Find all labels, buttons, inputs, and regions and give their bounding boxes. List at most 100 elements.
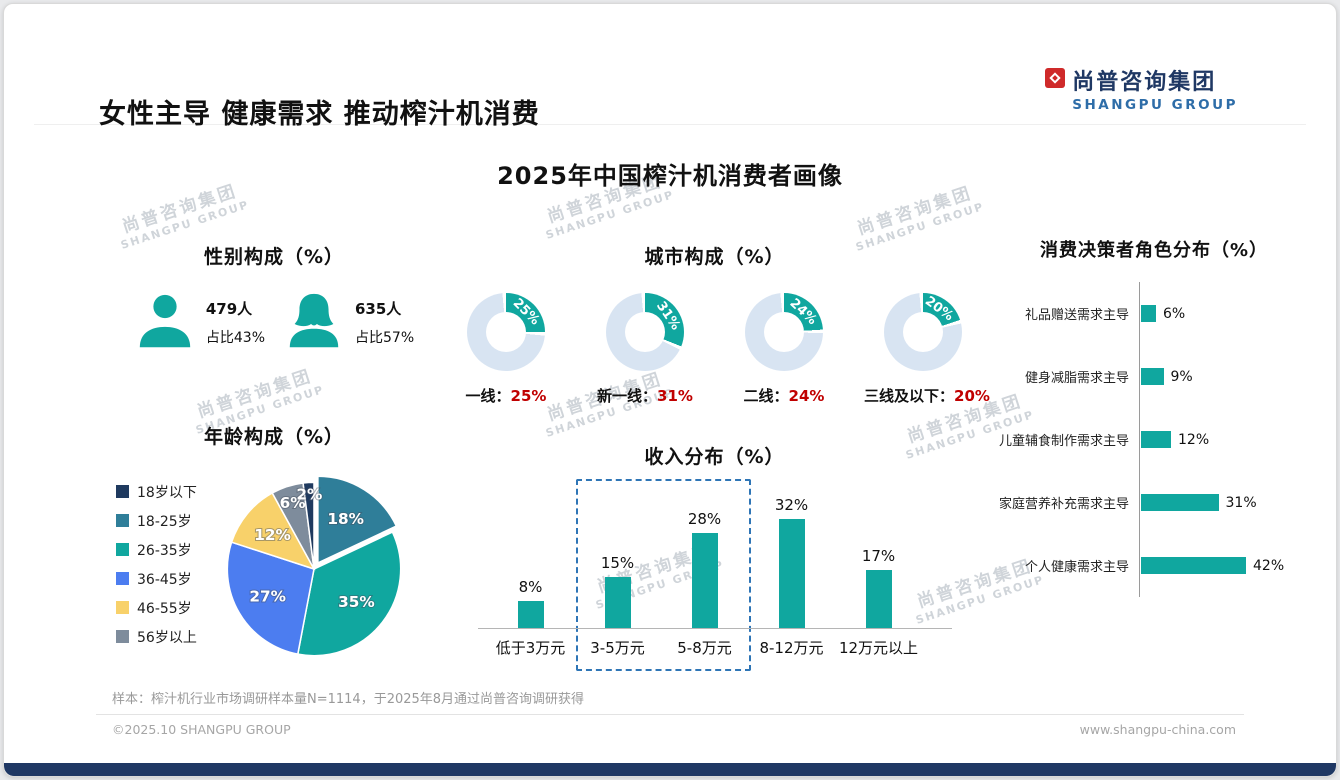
donut-caption-name: 二线：: [743, 387, 789, 405]
income-bar-value: 28%: [687, 510, 722, 528]
decision-bar-row: 6%: [1140, 282, 1284, 345]
income-section: 收入分布（%） 8% 15% 28% 32% 17% 低于3万元 3-5万元 5…: [452, 442, 977, 688]
income-bar-column: 8%: [487, 578, 574, 628]
age-legend: 18岁以下 18-25岁 26-35岁 36-45岁 46-55岁 56岁以上: [116, 482, 197, 656]
pie-slice-label: 6%: [280, 494, 306, 512]
legend-label: 18-25岁: [137, 513, 192, 530]
city-donut-newtier1: 31% 新一线：31%: [586, 293, 704, 406]
decision-labels: 礼品赠送需求主导 健身减脂需求主导 儿童辅食制作需求主导 家庭营养补充需求主导 …: [989, 282, 1139, 597]
sample-footnote: 样本：榨汁机行业市场调研样本量N=1114，于2025年8月通过尚普咨询调研获得: [112, 692, 585, 707]
header-divider: [34, 124, 1306, 125]
income-x-label: 5-8万元: [677, 639, 732, 657]
decision-bar-row: 31%: [1140, 471, 1284, 534]
pie-slice-label: 27%: [249, 587, 286, 605]
legend-swatch: [116, 572, 129, 585]
decision-bar-label: 个人健康需求主导: [1024, 560, 1129, 575]
income-chart: 8% 15% 28% 32% 17% 低于3万元 3-5万元 5-8万元 8-1…: [452, 473, 977, 688]
donut-hole: [903, 312, 943, 352]
decision-bar-value: 12%: [1178, 431, 1210, 448]
female-share: 占比57%: [355, 329, 415, 346]
gender-female-block: 635人 占比57%: [283, 291, 414, 353]
company-logo: 尚普咨询集团 SHANGPU GROUP: [1045, 64, 1238, 113]
male-person-icon: [134, 291, 196, 353]
pie-slice: [302, 481, 315, 570]
income-bar-value: 8%: [518, 578, 543, 596]
legend-item: 36-45岁: [116, 569, 197, 588]
watermark-en: SHANGPU GROUP: [544, 187, 677, 242]
donut-caption-name: 一线：: [465, 387, 511, 405]
logo-seal-inner: [1049, 72, 1061, 84]
decision-bar-value: 31%: [1225, 494, 1257, 511]
income-bar: [778, 519, 805, 628]
gender-male-block: 479人 占比43%: [134, 291, 265, 353]
pie-slice: [296, 531, 402, 657]
donut-caption-pct: 24%: [788, 387, 825, 405]
income-bar-value: 15%: [600, 554, 635, 572]
donut-caption-name: 三线及以下：: [864, 387, 955, 405]
decision-bar-value: 9%: [1170, 368, 1193, 385]
legend-swatch: [116, 514, 129, 527]
age-section: 年龄构成（%） 18岁以下 18-25岁 26-35岁 36-45岁 46-55…: [104, 422, 444, 672]
income-bar-column: 32%: [748, 496, 835, 628]
decision-bar-value: 42%: [1253, 557, 1285, 574]
income-columns: 8% 15% 28% 32% 17%: [487, 473, 922, 628]
donut-chart: 20%: [884, 293, 962, 371]
income-bar-column: 15%: [574, 554, 661, 628]
decision-chart: 礼品赠送需求主导 健身减脂需求主导 儿童辅食制作需求主导 家庭营养补充需求主导 …: [989, 282, 1319, 597]
highlight-dashed-box: [576, 479, 751, 671]
donut-caption: 新一线：31%: [586, 385, 704, 406]
legend-swatch: [116, 485, 129, 498]
legend-label: 46-55岁: [137, 600, 192, 617]
income-bar-column: 28%: [661, 510, 748, 628]
donut-hole: [486, 312, 526, 352]
logo-name-cn: 尚普咨询集团: [1072, 70, 1217, 95]
page-title: 女性主导 健康需求 推动榨汁机消费: [99, 99, 540, 131]
donut-caption-pct: 31%: [657, 387, 693, 405]
gender-male-text: 479人 占比43%: [206, 298, 265, 347]
slide: 尚普咨询集团 SHANGPU GROUP 尚普咨询集团 SHANGPU GROUP …: [3, 3, 1337, 777]
pie-slice-label: 2%: [296, 486, 322, 504]
donut-caption: 一线：25%: [447, 385, 565, 406]
gender-row: 479人 占比43% 635人 占比57%: [104, 291, 444, 353]
legend-label: 26-35岁: [137, 542, 192, 559]
decision-bar-label: 健身减脂需求主导: [1024, 371, 1129, 386]
income-bar: [604, 577, 631, 628]
income-bar-value: 32%: [774, 496, 809, 514]
city-donut-tier2: 24% 二线：24%: [725, 293, 843, 406]
donut-chart: 24%: [745, 293, 823, 371]
bottom-accent-bar: [4, 763, 1336, 776]
decision-bar: [1141, 305, 1156, 322]
income-x-label: 8-12万元: [759, 639, 824, 657]
decision-bar: [1141, 494, 1219, 511]
income-x-axis: [478, 628, 952, 629]
pie-slice: [317, 475, 398, 565]
footer-website: www.shangpu-china.com: [1079, 722, 1236, 737]
donut-caption-pct: 20%: [954, 387, 990, 405]
legend-label: 36-45岁: [137, 571, 192, 588]
city-section: 城市构成（%） 25% 一线：25% 31% 新一线：31% 24% 二线：24…: [447, 242, 990, 406]
decision-bar: [1141, 368, 1164, 385]
footer-divider: [96, 714, 1244, 715]
legend-label: 18岁以下: [137, 484, 197, 501]
logo-seal-icon: [1045, 68, 1066, 88]
donut-hole: [764, 312, 804, 352]
city-donut-tier3below: 20% 三线及以下：20%: [864, 293, 990, 406]
donut-caption: 二线：24%: [725, 385, 843, 406]
decision-bar-label: 儿童辅食制作需求主导: [998, 434, 1129, 449]
decision-bar-row: 12%: [1140, 408, 1284, 471]
decision-bars: 6% 9% 12% 31% 42%: [1139, 282, 1284, 597]
legend-item: 26-35岁: [116, 540, 197, 559]
watermark-cn: 尚普咨询集团: [194, 366, 316, 423]
pie-slice-label: 12%: [254, 526, 291, 544]
donut-hole: [625, 312, 665, 352]
legend-swatch: [116, 601, 129, 614]
pie-slice: [226, 541, 315, 656]
income-bar: [691, 533, 718, 628]
income-x-labels: 低于3万元 3-5万元 5-8万元 8-12万元 12万元以上: [487, 637, 922, 658]
pie-slice-label: 35%: [338, 593, 375, 611]
decision-bar-label: 礼品赠送需求主导: [1024, 308, 1129, 323]
footer-copyright: ©2025.10 SHANGPU GROUP: [112, 722, 291, 737]
legend-swatch: [116, 543, 129, 556]
decision-bar: [1141, 431, 1171, 448]
pie-slice-label: 18%: [327, 510, 364, 528]
